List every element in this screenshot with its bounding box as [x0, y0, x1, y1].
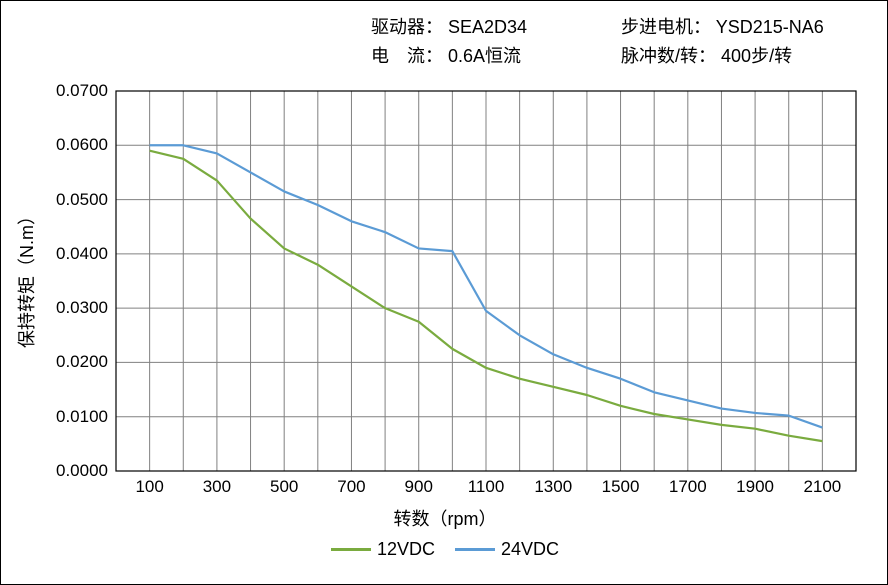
legend-label: 12VDC	[377, 539, 435, 560]
current-label: 电 流：	[371, 42, 443, 71]
xtick-label: 300	[197, 477, 237, 497]
driver-value: SEA2D34	[448, 17, 527, 37]
xtick-label: 700	[331, 477, 371, 497]
legend: 12VDC 24VDC	[1, 535, 888, 560]
xtick-label: 1100	[466, 477, 506, 497]
meta-row-2: 电 流： 0.6A恒流 脉冲数/转： 400步/转	[371, 42, 857, 71]
current-value: 0.6A恒流	[448, 46, 521, 66]
meta-motor: 步进电机： YSD215-NA6	[621, 13, 857, 42]
ytick-label: 0.0200	[38, 352, 108, 372]
meta-pulse: 脉冲数/转： 400步/转	[621, 42, 857, 71]
xtick-label: 500	[264, 477, 304, 497]
xtick-label: 2100	[802, 477, 842, 497]
ytick-label: 0.0300	[38, 298, 108, 318]
xtick-label: 1300	[533, 477, 573, 497]
xtick-label: 100	[130, 477, 170, 497]
xtick-label: 1900	[735, 477, 775, 497]
legend-swatch	[455, 548, 495, 551]
motor-value: YSD215-NA6	[716, 17, 824, 37]
chart-frame: 驱动器： SEA2D34 步进电机： YSD215-NA6 电 流： 0.6A恒…	[0, 0, 888, 585]
ytick-label: 0.0400	[38, 244, 108, 264]
ytick-label: 0.0600	[38, 135, 108, 155]
ytick-label: 0.0000	[38, 461, 108, 481]
plot-svg	[1, 71, 886, 481]
legend-label: 24VDC	[501, 539, 559, 560]
ytick-label: 0.0500	[38, 190, 108, 210]
ytick-label: 0.0100	[38, 407, 108, 427]
legend-item: 24VDC	[455, 539, 559, 560]
meta-current: 电 流： 0.6A恒流	[371, 42, 621, 71]
xtick-label: 1700	[668, 477, 708, 497]
xtick-label: 1500	[601, 477, 641, 497]
motor-label: 步进电机：	[621, 13, 711, 42]
meta-driver: 驱动器： SEA2D34	[371, 13, 621, 42]
pulse-label: 脉冲数/转：	[621, 42, 716, 71]
xtick-label: 900	[399, 477, 439, 497]
legend-item: 12VDC	[331, 539, 435, 560]
ytick-label: 0.0700	[38, 81, 108, 101]
meta-row-1: 驱动器： SEA2D34 步进电机： YSD215-NA6	[371, 13, 857, 42]
pulse-value: 400步/转	[721, 46, 792, 66]
driver-label: 驱动器：	[371, 13, 443, 42]
meta-block: 驱动器： SEA2D34 步进电机： YSD215-NA6 电 流： 0.6A恒…	[371, 13, 857, 71]
legend-swatch	[331, 548, 371, 551]
x-axis-label: 转数（rpm）	[1, 505, 888, 531]
